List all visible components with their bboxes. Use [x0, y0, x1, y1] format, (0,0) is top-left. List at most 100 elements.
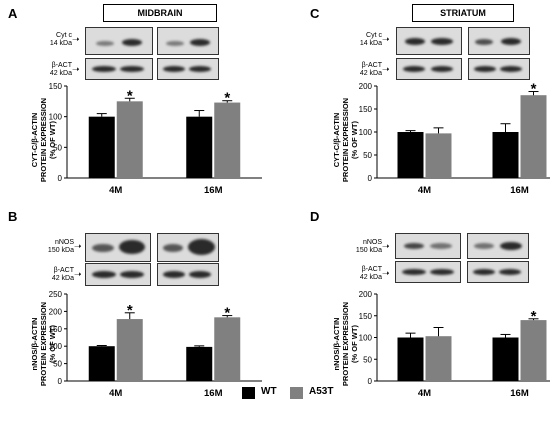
bar-a53t-4m	[116, 101, 143, 178]
bar-a53t-16m	[520, 320, 547, 381]
arrow-icon: ➝	[72, 34, 80, 44]
arrow-icon: ➝	[382, 34, 390, 44]
blot-label-actin: β-ACT 42 kDa	[30, 267, 74, 283]
y-tick-label: 150	[359, 105, 373, 114]
blot-protein-name: nNOS	[362, 239, 382, 246]
blot-kda: 150 kDa	[47, 247, 74, 254]
panel-letter: A	[8, 6, 18, 21]
y-tick-label: 0	[368, 174, 373, 183]
western-blot-target	[467, 233, 529, 259]
western-blot-target	[85, 233, 151, 262]
western-blot-target	[468, 27, 530, 55]
panel-d: D nNOS 150 kDa ➝ β-ACT 42 kDa ➝ nNOS/β-A…	[300, 203, 550, 403]
blot-label-target: nNOS 150 kDa	[338, 239, 382, 255]
blot-kda: 14 kDa	[49, 40, 72, 47]
blot-label-target: Cyt c 14 kDa	[30, 32, 72, 48]
bar-wt-16m	[186, 346, 213, 381]
blot-kda: 42 kDa	[359, 70, 382, 77]
x-tick-label: 4M	[109, 185, 122, 196]
significance-star: *	[127, 302, 133, 319]
panel-a: A MIDBRAIN Cyt c 14 kDa ➝ β-ACT 42 kDa ➝…	[0, 0, 275, 200]
y-tick-label: 200	[359, 82, 373, 91]
legend-label: WT	[261, 386, 277, 397]
y-tick-label: 0	[368, 377, 373, 386]
blot-protein-name: β-ACT	[361, 62, 382, 69]
blot-label-actin: β-ACT 42 kDa	[30, 62, 72, 78]
blot-label-target: nNOS 150 kDa	[30, 239, 74, 255]
bar-a53t-4m	[425, 336, 452, 381]
legend-swatch	[242, 387, 255, 399]
x-tick-label: 16M	[204, 185, 223, 196]
arrow-icon: ➝	[74, 269, 82, 279]
significance-star: *	[224, 305, 230, 322]
blot-kda: 14 kDa	[359, 40, 382, 47]
blot-protein-name: β-ACT	[51, 62, 72, 69]
arrow-icon: ➝	[382, 241, 390, 251]
y-tick-label: 100	[359, 334, 373, 343]
western-blot-actin	[467, 261, 529, 283]
x-tick-label: 16M	[510, 388, 529, 399]
bar-a53t-16m	[214, 102, 241, 178]
blot-protein-name: β-ACT	[361, 266, 382, 273]
legend-label: A53T	[309, 386, 334, 397]
blot-label-actin: β-ACT 42 kDa	[338, 266, 382, 282]
y-tick-label: 50	[53, 360, 62, 369]
western-blot-actin	[85, 58, 153, 80]
y-tick-label: 50	[53, 143, 62, 152]
arrow-icon: ➝	[74, 241, 82, 251]
blot-protein-name: β-ACT	[53, 267, 74, 274]
significance-star: *	[224, 90, 230, 107]
y-tick-label: 150	[49, 82, 63, 91]
bar-wt-4m	[397, 337, 424, 381]
blot-protein-name: Cyt c	[56, 32, 72, 39]
x-tick-label: 16M	[510, 185, 529, 196]
blot-kda: 42 kDa	[49, 70, 72, 77]
arrow-icon: ➝	[382, 268, 390, 278]
blot-kda: 42 kDa	[359, 274, 382, 281]
panel-letter: B	[8, 209, 18, 224]
bar-wt-4m	[397, 132, 424, 178]
panel-letter: C	[310, 6, 320, 21]
y-tick-label: 0	[58, 377, 63, 386]
western-blot-actin	[468, 58, 530, 80]
y-tick-label: 100	[49, 113, 63, 122]
significance-star: *	[127, 87, 133, 104]
panel-b: B nNOS 150 kDa ➝ β-ACT 42 kDa ➝ nNOS/β-A…	[0, 203, 275, 403]
western-blot-target	[157, 27, 219, 55]
x-tick-label: 4M	[109, 388, 122, 399]
blot-label-actin: β-ACT 42 kDa	[340, 62, 382, 78]
bar-wt-4m	[88, 116, 115, 178]
western-blot-actin	[85, 263, 151, 286]
y-tick-label: 50	[363, 151, 372, 160]
western-blot-actin	[395, 261, 461, 283]
bar-wt-16m	[492, 132, 519, 178]
bar-wt-16m	[492, 337, 519, 381]
y-tick-label: 200	[359, 290, 373, 299]
arrow-icon: ➝	[72, 64, 80, 74]
bar-a53t-4m	[116, 319, 143, 381]
region-title: STRIATUM	[412, 4, 514, 22]
panel-c: C STRIATUM Cyt c 14 kDa ➝ β-ACT 42 kDa ➝…	[300, 0, 550, 200]
x-tick-label: 4M	[418, 185, 431, 196]
panel-letter: D	[310, 209, 320, 224]
bar-chart: 0 50 100 150 * 4M * 16M	[49, 82, 262, 196]
western-blot-target	[395, 233, 461, 259]
significance-star: *	[531, 308, 537, 325]
y-tick-label: 0	[58, 174, 63, 183]
blot-protein-name: nNOS	[54, 239, 74, 246]
y-tick-label: 50	[363, 355, 372, 364]
western-blot-actin	[157, 263, 219, 286]
bar-chart: 0 50 100 150 200 250 * 4M * 16M	[49, 290, 262, 399]
y-tick-label: 250	[49, 290, 63, 299]
blot-label-target: Cyt c 14 kDa	[340, 32, 382, 48]
blot-kda: 42 kDa	[51, 275, 74, 282]
western-blot-target	[85, 27, 153, 55]
arrow-icon: ➝	[382, 64, 390, 74]
blot-kda: 150 kDa	[355, 247, 382, 254]
western-blot-actin	[396, 58, 462, 80]
x-tick-label: 16M	[204, 388, 223, 399]
y-tick-label: 150	[49, 325, 63, 334]
bar-wt-4m	[88, 346, 115, 381]
region-title: MIDBRAIN	[103, 4, 217, 22]
y-tick-label: 100	[49, 342, 63, 351]
